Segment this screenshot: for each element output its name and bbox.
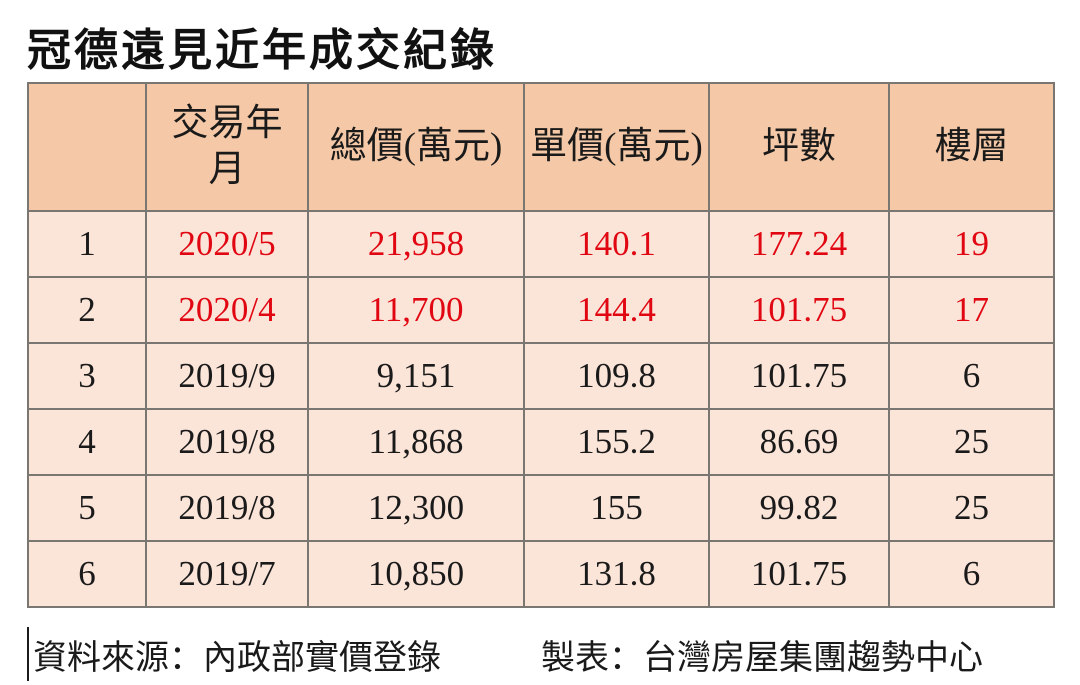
cell-unit-price: 144.4	[523, 276, 710, 344]
cell-floor: 25	[888, 474, 1055, 542]
cell-area: 101.75	[708, 342, 890, 410]
cell-date: 2020/5	[145, 210, 309, 278]
cell-date: 2019/7	[145, 540, 309, 608]
table-row: 3 2019/9 9,151 109.8 101.75 6	[27, 342, 1055, 410]
cell-area: 99.82	[708, 474, 890, 542]
cell-floor: 25	[888, 408, 1055, 476]
cell-row-number: 6	[27, 540, 147, 608]
table-row: 2 2020/4 11,700 144.4 101.75 17	[27, 276, 1055, 344]
cell-total-price: 11,700	[307, 276, 525, 344]
table-row: 4 2019/8 11,868 155.2 86.69 25	[27, 408, 1055, 476]
table-row: 5 2019/8 12,300 155 99.82 25	[27, 474, 1055, 542]
cell-row-number: 2	[27, 276, 147, 344]
page-title: 冠德遠見近年成交紀錄	[27, 26, 497, 75]
cell-area: 177.24	[708, 210, 890, 278]
column-header-unit-price: 單價(萬元)	[523, 82, 710, 212]
cell-unit-price: 140.1	[523, 210, 710, 278]
cell-unit-price: 131.8	[523, 540, 710, 608]
footer: 資料來源：內政部實價登錄 製表：台灣房屋集團趨勢中心	[27, 627, 1059, 681]
transactions-table: 交易年月 總價(萬元) 單價(萬元) 坪數 樓層 1 2020/5 21,958…	[27, 82, 1055, 608]
cell-floor: 6	[888, 342, 1055, 410]
cell-row-number: 1	[27, 210, 147, 278]
table-credit-label: 製表：台灣房屋集團趨勢中心	[541, 639, 983, 677]
cell-area: 86.69	[708, 408, 890, 476]
cell-area: 101.75	[708, 276, 890, 344]
table-row: 1 2020/5 21,958 140.1 177.24 19	[27, 210, 1055, 278]
cell-area: 101.75	[708, 540, 890, 608]
cell-date: 2019/9	[145, 342, 309, 410]
cell-row-number: 4	[27, 408, 147, 476]
cell-unit-price: 109.8	[523, 342, 710, 410]
cell-floor: 6	[888, 540, 1055, 608]
column-header-total-price: 總價(萬元)	[307, 82, 525, 212]
cell-total-price: 9,151	[307, 342, 525, 410]
cell-total-price: 12,300	[307, 474, 525, 542]
column-header-floor: 樓層	[888, 82, 1055, 212]
cell-total-price: 21,958	[307, 210, 525, 278]
cell-total-price: 10,850	[307, 540, 525, 608]
cell-unit-price: 155.2	[523, 408, 710, 476]
header-row: 交易年月 總價(萬元) 單價(萬元) 坪數 樓層	[27, 82, 1055, 212]
cell-date: 2020/4	[145, 276, 309, 344]
column-header-index	[27, 82, 147, 212]
cell-unit-price: 155	[523, 474, 710, 542]
cell-floor: 17	[888, 276, 1055, 344]
cell-date: 2019/8	[145, 474, 309, 542]
column-header-date: 交易年月	[145, 82, 309, 212]
cell-floor: 19	[888, 210, 1055, 278]
cell-date: 2019/8	[145, 408, 309, 476]
cell-row-number: 5	[27, 474, 147, 542]
column-header-date-label: 交易年月	[171, 102, 283, 190]
column-header-area: 坪數	[708, 82, 890, 212]
data-source-label: 資料來源：內政部實價登錄	[33, 639, 441, 677]
cell-total-price: 11,868	[307, 408, 525, 476]
cell-row-number: 3	[27, 342, 147, 410]
table-row: 6 2019/7 10,850 131.8 101.75 6	[27, 540, 1055, 608]
